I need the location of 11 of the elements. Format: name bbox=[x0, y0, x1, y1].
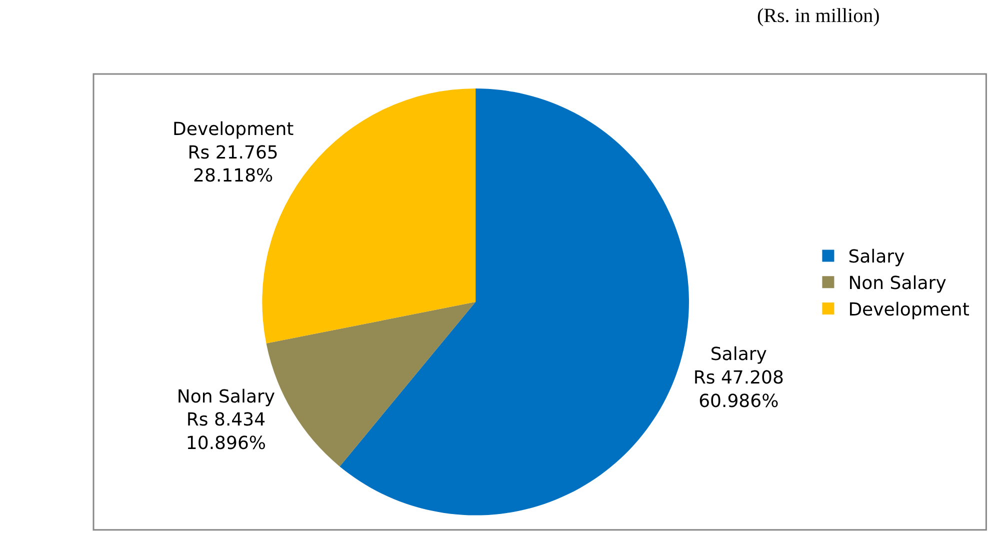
data-label: Rs 21.765 28.118% bbox=[188, 142, 278, 187]
data-label: Rs 47.208 60.986% bbox=[693, 367, 784, 412]
legend-label: Development bbox=[848, 300, 970, 321]
slice-label: Salary bbox=[710, 344, 768, 366]
chart-title: (Rs. in million) bbox=[756, 5, 880, 28]
legend-label: Salary bbox=[848, 246, 906, 268]
slice-label: Non Salary bbox=[176, 386, 276, 408]
data-label: Rs 8.434 10.896% bbox=[186, 410, 266, 454]
legend-label: Non Salary bbox=[848, 273, 947, 294]
pie-slice bbox=[340, 88, 689, 516]
slice-label: Development bbox=[172, 118, 294, 140]
